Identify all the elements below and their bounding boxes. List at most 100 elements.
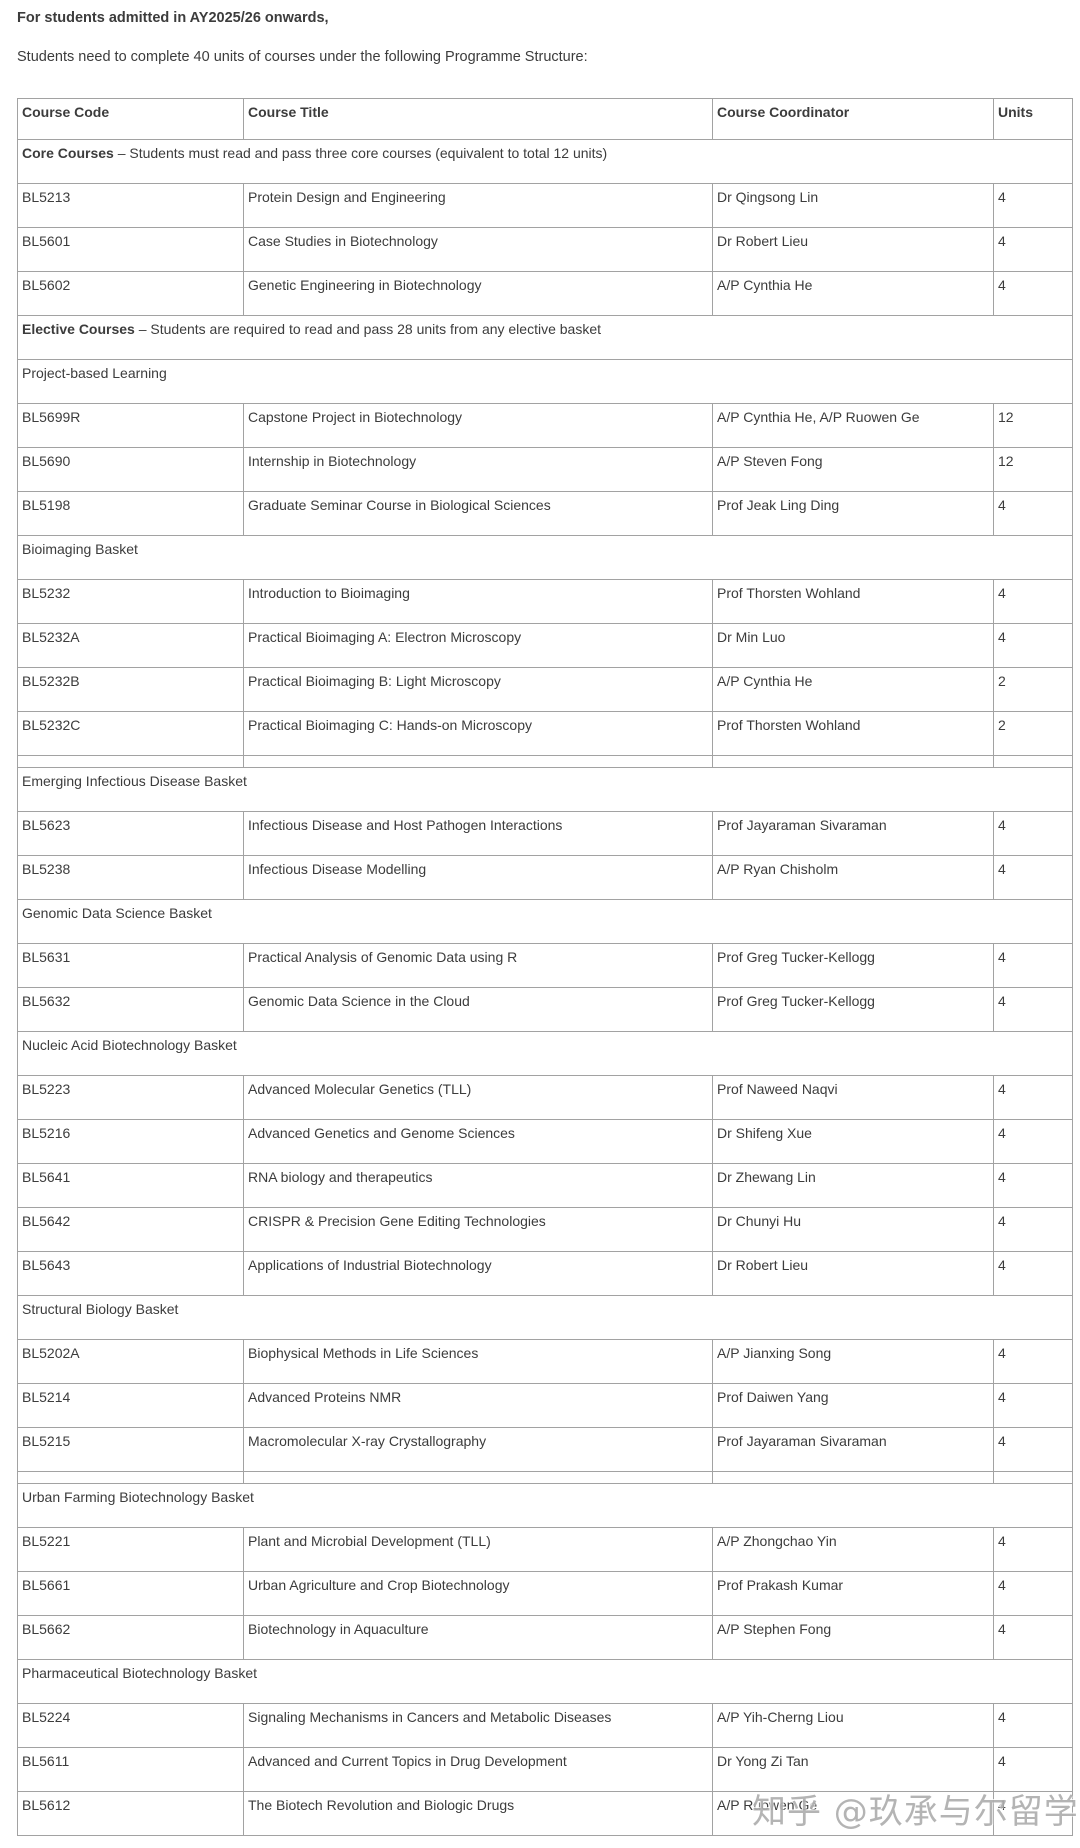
intro-line: Students need to complete 40 units of co… (17, 49, 588, 66)
course-units: 4 (993, 1790, 1073, 1836)
section-row: Core Courses – Students must read and pa… (17, 138, 1073, 184)
spacer-row (17, 1470, 1073, 1484)
course-code: BL5202A (17, 1338, 244, 1384)
section-row: Elective Courses – Students are required… (17, 314, 1073, 360)
section-lead: Elective Courses (22, 320, 135, 337)
course-title: The Biotech Revolution and Biologic Drug… (243, 1790, 713, 1836)
course-coordinator: Prof Greg Tucker-Kellogg (712, 986, 994, 1032)
course-title: Practical Analysis of Genomic Data using… (243, 942, 713, 988)
course-coordinator: Prof Daiwen Yang (712, 1382, 994, 1428)
course-coordinator: A/P Cynthia He (712, 270, 994, 316)
section-row: Project-based Learning (17, 358, 1073, 404)
course-title: Case Studies in Biotechnology (243, 226, 713, 272)
course-coordinator: A/P Steven Fong (712, 446, 994, 492)
course-units: 4 (993, 1426, 1073, 1472)
course-code: BL5223 (17, 1074, 244, 1120)
course-title: Graduate Seminar Course in Biological Sc… (243, 490, 713, 536)
course-code: BL5632 (17, 986, 244, 1032)
section-row: Bioimaging Basket (17, 534, 1073, 580)
course-row-BL5198: BL5198 Graduate Seminar Course in Biologi… (17, 490, 1073, 536)
course-coordinator: Prof Greg Tucker-Kellogg (712, 942, 994, 988)
course-units: 2 (993, 666, 1073, 712)
section-cell: Core Courses – Students must read and pa… (17, 138, 1073, 184)
course-title: Advanced Genetics and Genome Sciences (243, 1118, 713, 1164)
section-lead: Core Courses (22, 144, 114, 161)
course-title: Infectious Disease Modelling (243, 854, 713, 900)
course-row-BL5690: BL5690 Internship in Biotechnology A/P Ste… (17, 446, 1073, 492)
course-coordinator: Prof Jeak Ling Ding (712, 490, 994, 536)
course-row-BL5699R: BL5699R Capstone Project in Biotechnology… (17, 402, 1073, 448)
course-units: 4 (993, 1702, 1073, 1748)
course-row-BL5202A: BL5202A Biophysical Methods in Life Scien… (17, 1338, 1073, 1384)
course-coordinator: A/P Ryan Chisholm (712, 854, 994, 900)
course-row-BL5232C: BL5232C Practical Bioimaging C: Hands-on … (17, 710, 1073, 756)
course-row-BL5232: BL5232 Introduction to Bioimaging Prof Tho… (17, 578, 1073, 624)
course-code: BL5224 (17, 1702, 244, 1748)
course-coordinator: A/P Zhongchao Yin (712, 1526, 994, 1572)
course-row-BL5643: BL5643 Applications of Industrial Biotech… (17, 1250, 1073, 1296)
spacer-cell (243, 754, 713, 768)
course-title: Signaling Mechanisms in Cancers and Meta… (243, 1702, 713, 1748)
course-units: 4 (993, 1206, 1073, 1252)
course-title: Biophysical Methods in Life Sciences (243, 1338, 713, 1384)
course-units: 4 (993, 810, 1073, 856)
course-units: 4 (993, 1162, 1073, 1208)
course-row-BL5601: BL5601 Case Studies in Biotechnology Dr Ro… (17, 226, 1073, 272)
course-row-BL5632: BL5632 Genomic Data Science in the Cloud P… (17, 986, 1073, 1032)
course-row-BL5623: BL5623 Infectious Disease and Host Pathog… (17, 810, 1073, 856)
course-title: Macromolecular X-ray Crystallography (243, 1426, 713, 1472)
course-title: Genetic Engineering in Biotechnology (243, 270, 713, 316)
course-units: 4 (993, 1118, 1073, 1164)
course-row-BL5662: BL5662 Biotechnology in Aquaculture A/P St… (17, 1614, 1073, 1660)
section-row: Emerging Infectious Disease Basket (17, 766, 1073, 812)
course-title: Biotechnology in Aquaculture (243, 1614, 713, 1660)
course-coordinator: Prof Thorsten Wohland (712, 710, 994, 756)
course-units: 4 (993, 1614, 1073, 1660)
course-code: BL5611 (17, 1746, 244, 1792)
course-code: BL5661 (17, 1570, 244, 1616)
course-title: Practical Bioimaging B: Light Microscopy (243, 666, 713, 712)
course-row-BL5612: BL5612 The Biotech Revolution and Biologi… (17, 1790, 1073, 1836)
course-title: Advanced and Current Topics in Drug Deve… (243, 1746, 713, 1792)
course-units: 12 (993, 446, 1073, 492)
course-units: 4 (993, 622, 1073, 668)
course-coordinator: Prof Jayaraman Sivaraman (712, 1426, 994, 1472)
section-row: Genomic Data Science Basket (17, 898, 1073, 944)
spacer-cell (712, 1470, 994, 1484)
course-coordinator: Dr Zhewang Lin (712, 1162, 994, 1208)
course-units: 4 (993, 1570, 1073, 1616)
course-row-BL5232A: BL5232A Practical Bioimaging A: Electron … (17, 622, 1073, 668)
course-title: Capstone Project in Biotechnology (243, 402, 713, 448)
course-coordinator: A/P Cynthia He, A/P Ruowen Ge (712, 402, 994, 448)
intro-line-bold: For students admitted in AY2025/26 onwar… (17, 10, 329, 26)
header-row: Course Code Course Title Course Coordina… (17, 97, 1073, 140)
table-header: Course Code Course Title Course Coordina… (17, 97, 1073, 140)
course-units: 4 (993, 182, 1073, 228)
course-coordinator: A/P Cynthia He (712, 666, 994, 712)
section-cell: Structural Biology Basket (17, 1294, 1073, 1340)
spacer-cell (712, 754, 994, 768)
section-rest: – Students are required to read and pass… (134, 320, 602, 337)
course-units: 4 (993, 986, 1073, 1032)
course-row-BL5611: BL5611 Advanced and Current Topics in Dru… (17, 1746, 1073, 1792)
course-row-BL5232B: BL5232B Practical Bioimaging B: Light Mic… (17, 666, 1073, 712)
course-coordinator: A/P Jianxing Song (712, 1338, 994, 1384)
course-title: Introduction to Bioimaging (243, 578, 713, 624)
course-coordinator: Prof Naweed Naqvi (712, 1074, 994, 1120)
section-cell: Emerging Infectious Disease Basket (17, 766, 1073, 812)
course-units: 4 (993, 1746, 1073, 1792)
course-title: CRISPR & Precision Gene Editing Technolo… (243, 1206, 713, 1252)
course-units: 4 (993, 226, 1073, 272)
course-code: BL5216 (17, 1118, 244, 1164)
course-coordinator: Dr Min Luo (712, 622, 994, 668)
course-code: BL5213 (17, 182, 244, 228)
course-coordinator: A/P Stephen Fong (712, 1614, 994, 1660)
course-row-BL5221: BL5221 Plant and Microbial Development (T… (17, 1526, 1073, 1572)
course-title: Urban Agriculture and Crop Biotechnology (243, 1570, 713, 1616)
section-row: Pharmaceutical Biotechnology Basket (17, 1658, 1073, 1704)
course-code: BL5612 (17, 1790, 244, 1836)
course-coordinator: A/P Ruowen Ge (712, 1790, 994, 1836)
course-units: 4 (993, 942, 1073, 988)
spacer-cell (243, 1470, 713, 1484)
